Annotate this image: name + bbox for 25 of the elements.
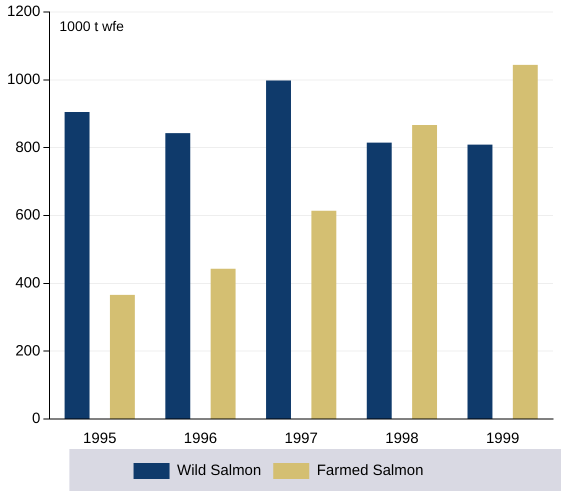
x-tick-label: 1995 — [83, 430, 116, 448]
x-tick-label: 1999 — [486, 430, 520, 448]
y-tick-label: 200 — [15, 342, 40, 360]
x-tick-label: 1998 — [385, 430, 419, 448]
bar — [110, 294, 135, 418]
bar — [412, 124, 438, 418]
y-tick-label: 800 — [15, 138, 40, 156]
bar — [165, 133, 190, 418]
bar — [266, 80, 291, 418]
bar — [468, 144, 492, 418]
bar — [512, 64, 538, 418]
y-tick-label: 400 — [15, 274, 40, 292]
x-tick-label: 1996 — [184, 430, 218, 448]
bar — [311, 210, 336, 418]
legend-label: Farmed Salmon — [316, 462, 424, 480]
y-axis-title: 1000 t wfe — [59, 18, 124, 34]
y-tick-label: 0 — [32, 410, 40, 428]
y-tick-label: 1200 — [6, 3, 40, 20]
y-tick-label: 1000 — [6, 70, 40, 88]
y-tick-label: 600 — [15, 206, 40, 224]
bar — [210, 268, 236, 418]
x-tick-label: 1997 — [284, 430, 318, 448]
bar — [366, 142, 392, 418]
bar — [64, 112, 90, 418]
legend-label: Wild Salmon — [177, 462, 262, 480]
